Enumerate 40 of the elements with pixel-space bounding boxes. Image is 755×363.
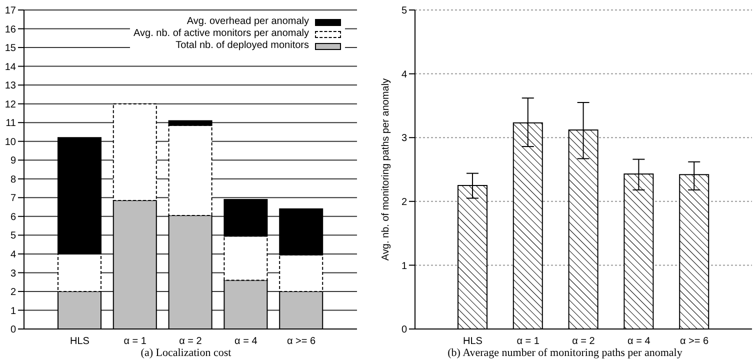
x-tick-label: α = 2 (572, 336, 596, 348)
text: (a) Localization cost (140, 347, 232, 360)
y-tick-label: 7 (10, 193, 16, 204)
x-tick-label: α = 4 (234, 336, 258, 348)
y-tick-label: 8 (10, 174, 16, 186)
y-tick-label: 9 (10, 156, 16, 167)
y-tick-label: 6 (10, 212, 16, 223)
y-tick-label: 17 (4, 6, 16, 17)
y-tick-label: 12 (4, 99, 16, 110)
legend-label: Total nb. of deployed monitors (176, 40, 309, 52)
y-tick-label: 16 (4, 24, 16, 36)
y-tick-label: 15 (4, 43, 16, 54)
x-tick-label: HLS (70, 336, 90, 348)
y-tick-label: 11 (6, 118, 16, 130)
y-tick-label: 5 (10, 230, 16, 242)
legend-label: Avg. nb. of active monitors per anomaly (134, 28, 309, 40)
y-tick-label: 4 (10, 249, 16, 260)
x-tick-label: α >= 6 (680, 336, 710, 348)
x-tick-label: α = 4 (628, 336, 651, 348)
legend-label: Avg. overhead per anomaly (186, 16, 309, 28)
y-tick-label: 5 (401, 6, 408, 17)
y-tick-label: 14 (4, 62, 16, 73)
y-tick-label: 0 (401, 324, 408, 336)
y-tick-label: 2 (401, 196, 408, 208)
x-tick-label: α = 1 (516, 336, 540, 348)
x-tick-label: α = 2 (179, 336, 202, 348)
y-tick-label: 1 (10, 306, 16, 317)
y-tick-label: 1 (401, 260, 408, 272)
y-tick-label: 3 (10, 268, 16, 280)
y-tick-label: 0 (10, 324, 16, 336)
y-tick-label: 3 (401, 133, 408, 144)
x-tick-label: α = 1 (124, 336, 147, 348)
x-tick-label: α >= 6 (287, 336, 316, 348)
y-axis-title: Avg. nb. of monitoring paths per anomaly (380, 78, 392, 261)
y-tick-label: 13 (4, 80, 16, 92)
y-tick-label: 10 (4, 136, 16, 148)
y-tick-label: 2 (10, 287, 16, 298)
x-tick-label: HLS (462, 336, 483, 348)
y-tick-label: 4 (401, 69, 408, 80)
text: (b) Average number of monitoring paths per anomaly (446, 347, 684, 360)
